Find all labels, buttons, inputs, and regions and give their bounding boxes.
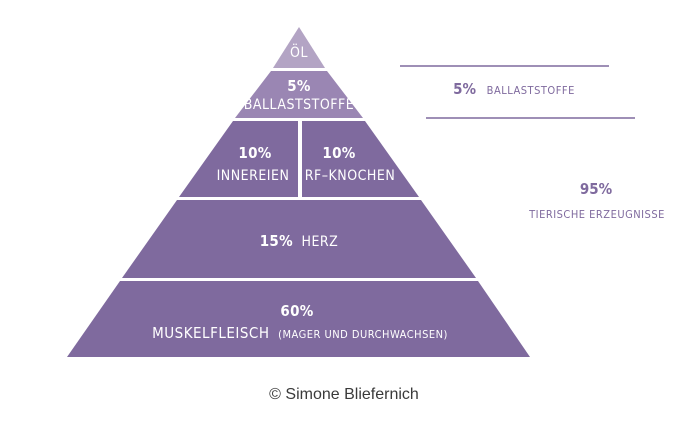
level-herz-name: HERZ	[301, 234, 338, 250]
level-oel	[273, 27, 325, 68]
level-oel-label: ÖL	[290, 43, 308, 61]
level-rf-knochen-label: RF–KNOCHEN	[305, 168, 396, 184]
level-herz-percent: 15%	[260, 232, 293, 250]
level-muskel-label: MUSKELFLEISCH (MAGER UND DURCHWACHSEN)	[152, 323, 448, 342]
level-muskel	[67, 281, 530, 357]
level-ballast-percent: 5%	[287, 77, 311, 95]
level-innereien-percent: 10%	[238, 144, 271, 162]
side-tierische-label: TIERISCHE ERZEUGNISSE	[528, 208, 665, 221]
side-ballast-note: 5% BALLASTSTOFFE	[453, 79, 575, 98]
level-innereien-label: INNEREIEN	[217, 168, 290, 184]
side-ballast-label: BALLASTSTOFFE	[487, 84, 575, 97]
side-tierische-percent: 95%	[580, 180, 613, 198]
level-innereien	[179, 121, 298, 197]
level-rf-knochen	[302, 121, 419, 197]
level-ballast-label: BALLASTSTOFFE	[244, 97, 354, 113]
level-rf-knochen-percent: 10%	[322, 144, 355, 162]
level-muskel-name: MUSKELFLEISCH	[152, 324, 269, 342]
level-ballast	[235, 71, 363, 118]
level-muskel-percent: 60%	[280, 302, 313, 320]
level-herz	[122, 200, 476, 278]
level-herz-label: 15% HERZ	[260, 231, 339, 250]
side-ballast-percent: 5%	[453, 80, 476, 98]
level-muskel-sublabel: (MAGER UND DURCHWACHSEN)	[278, 328, 448, 341]
copyright-credit: © Simone Bliefernich	[269, 386, 419, 403]
